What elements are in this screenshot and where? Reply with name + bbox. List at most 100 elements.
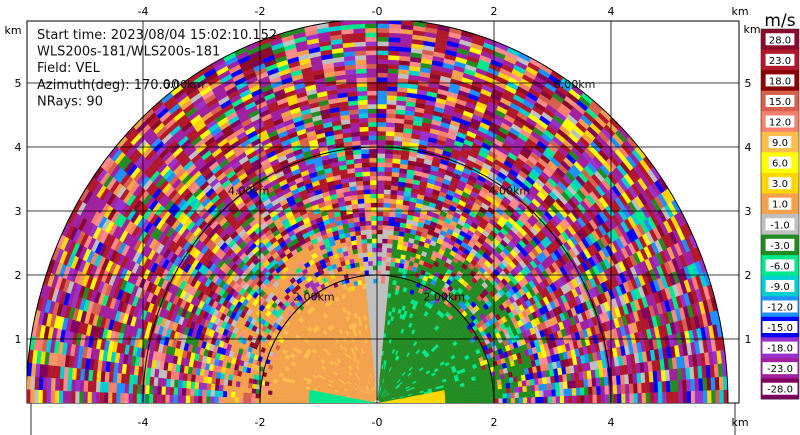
velocity-gate [376,32,389,38]
velocity-gate [363,189,371,195]
velocity-gate [497,383,503,390]
velocity-gate [361,162,370,168]
velocity-gate [383,180,392,186]
velocity-gate [379,328,382,333]
velocity-gate [428,400,434,403]
velocity-gate [362,252,368,258]
velocity-gate [485,394,491,399]
velocity-gate [509,381,515,388]
velocity-gate [665,380,671,393]
velocity-gate [628,383,634,394]
velocity-gate [389,261,396,267]
velocity-gate [387,59,400,65]
velocity-gate [563,380,568,389]
velocity-gate [612,384,618,395]
velocity-gate [365,225,372,231]
velocity-gate [370,215,378,221]
velocity-gate [571,387,577,396]
velocity-gate [437,400,442,403]
velocity-gate [368,139,378,145]
velocity-gate [391,171,400,178]
velocity-gate [367,103,378,109]
velocity-gate [366,238,373,244]
velocity-gate [372,256,378,262]
velocity-gate [376,242,383,248]
velocity-gate [376,211,384,217]
velocity-gate [387,54,400,61]
velocity-gate [465,392,470,397]
velocity-gate [371,319,375,324]
velocity-gate [360,153,370,159]
velocity-gate [649,381,655,393]
velocity-gate [364,270,369,276]
velocity-gate [369,175,378,181]
velocity-gate [502,392,507,399]
velocity-gate [380,296,384,302]
velocity-gate [355,176,363,182]
velocity-gate [383,296,388,302]
velocity-gate [453,393,458,398]
velocity-gate [376,117,387,123]
velocity-gate [365,36,378,42]
velocity-gate [376,287,381,293]
velocity-gate [376,135,386,141]
velocity-gate [388,23,402,30]
velocity-gate [376,189,384,194]
velocity-gate [384,162,393,168]
velocity-gate [482,398,487,403]
velocity-gate [506,397,512,403]
velocity-gate [384,283,389,289]
velocity-gate [352,28,366,34]
velocity-gate [381,323,385,329]
velocity-gate [485,385,491,391]
velocity-gate [392,239,399,245]
velocity-gate [539,390,544,397]
velocity-gate [645,382,651,393]
velocity-gate [387,63,399,70]
velocity-gate [376,251,382,257]
velocity-gate [354,171,363,178]
velocity-gate [514,386,519,393]
velocity-gate [379,305,384,311]
velocity-gate [554,381,560,390]
velocity-gate [387,225,395,231]
velocity-gate [382,220,389,226]
velocity-gate [371,242,378,248]
velocity-gate [366,77,378,83]
velocity-gate [542,383,548,391]
velocity-gate [550,382,556,390]
velocity-gate [653,381,659,393]
velocity-gate [457,396,462,401]
velocity-gate [571,380,577,389]
velocity-gate [588,394,594,403]
velocity-gate [367,117,378,123]
velocity-gate [522,391,528,398]
velocity-gate [493,388,499,395]
velocity-gate [382,225,389,231]
velocity-gate [385,261,391,267]
velocity-gate [367,95,378,100]
velocity-gate [383,175,392,181]
velocity-gate [486,398,491,403]
velocity-gate [702,377,708,391]
velocity-gate [613,393,618,403]
velocity-gate [381,251,387,257]
velocity-gate [376,175,385,181]
velocity-gate [370,301,375,307]
velocity-gate [367,305,372,311]
velocity-gate [379,310,384,316]
velocity-gate [365,54,378,60]
velocity-gate [376,27,390,33]
velocity-gate [386,247,393,253]
velocity-gate [360,139,369,146]
velocity-gate [546,382,552,391]
velocity-gate [592,386,597,395]
velocity-gate [383,287,389,294]
velocity-gate [563,395,569,403]
velocity-gate [657,381,663,393]
velocity-gate [365,45,378,51]
velocity-gate [386,108,396,114]
velocity-gate [358,108,368,114]
velocity-gate [653,392,659,403]
velocity-gate [371,233,378,239]
